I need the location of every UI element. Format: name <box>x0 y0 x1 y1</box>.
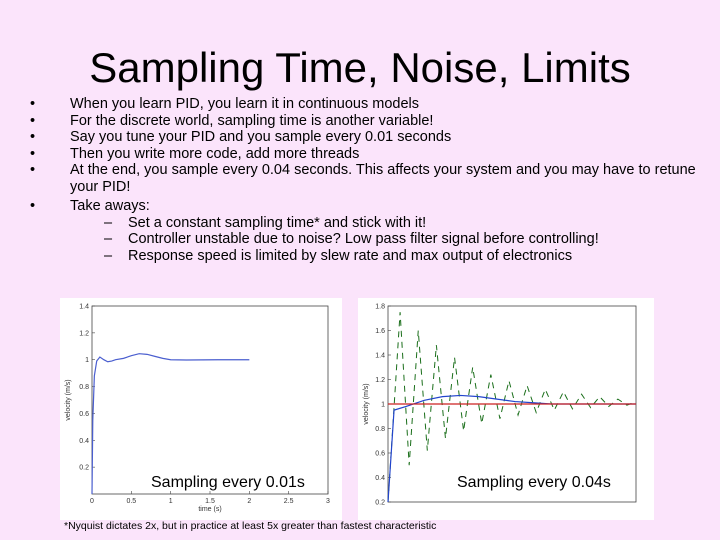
y-tick-label: 0.8 <box>375 426 385 433</box>
y-tick-label: 1 <box>85 357 89 364</box>
bullet-glyph: • <box>30 96 36 112</box>
sub-bullet-list: – Set a constant sampling time* and stick… <box>70 215 710 265</box>
y-tick-label: 1 <box>381 402 385 409</box>
sub-bullet-text: Set a constant sampling time* and stick … <box>128 214 427 231</box>
plot-right-svg: 0.2 0.4 0.6 0.8 1 1.2 1.4 1.6 1.8 velocity (m/s) <box>363 304 637 507</box>
y-axis-label: velocity (m/s) <box>363 383 370 424</box>
bullet-list: • When you learn PID, you learn it in con… <box>30 96 710 264</box>
x-tick-label: 0 <box>90 498 94 505</box>
x-tick-label: 1 <box>169 498 173 505</box>
x-tick-label: 1.5 <box>205 498 215 505</box>
series-line <box>91 353 250 495</box>
sub-bullet-item: – Controller unstable due to noise? Low p… <box>70 231 710 248</box>
y-tick-label: 1.6 <box>375 328 385 335</box>
y-tick-label: 1.2 <box>375 377 385 384</box>
bullet-text: For the discrete world, sampling time is… <box>70 112 434 129</box>
y-tick-label: 1.4 <box>79 304 89 311</box>
x-tick-label: 3 <box>326 498 330 505</box>
x-tick-label: 2 <box>247 498 251 505</box>
bullet-glyph: • <box>30 145 36 162</box>
dash-glyph: – <box>104 247 113 264</box>
sub-bullet-text: Response speed is limited by slew rate a… <box>128 247 573 264</box>
plot-left: 0.2 0.4 0.6 0.8 1 1.2 1.4 0 0.5 1 1.5 2 2.5 3 time (s)… <box>60 298 342 520</box>
bullet-item: • Then you write more code, add more thre… <box>30 146 710 163</box>
slide-title: Sampling Time, Noise, Limits <box>89 44 631 91</box>
bullet-text: Take aways: <box>70 198 150 214</box>
bullet-glyph: • <box>30 162 36 178</box>
caption-right: Sampling every 0.04s <box>457 474 611 491</box>
bullet-item: • When you learn PID, you learn it in con… <box>30 96 710 113</box>
bullet-text: Then you write more code, add more threa… <box>70 145 360 162</box>
sub-bullet-item: – Response speed is limited by slew rate … <box>70 248 710 265</box>
plot-left-svg: 0.2 0.4 0.6 0.8 1 1.2 1.4 0 0.5 1 1.5 2 2.5 3 time (s)… <box>65 304 330 514</box>
bullet-glyph: • <box>30 198 36 214</box>
y-tick-label: 0.8 <box>79 384 89 391</box>
x-axis-label: time (s) <box>198 506 221 513</box>
y-tick-label: 0.4 <box>79 438 89 445</box>
dash-glyph: – <box>104 214 113 231</box>
y-tick-label: 1.8 <box>375 304 385 311</box>
bullet-item: • At the end, you sample every 0.04 secon… <box>30 162 710 195</box>
x-tick-label: 0.5 <box>126 498 136 505</box>
bullet-text: When you learn PID, you learn it in cont… <box>70 96 419 112</box>
bullet-glyph: • <box>30 129 36 145</box>
bullet-text: At the end, you sample every 0.04 second… <box>70 162 696 195</box>
plot-frame <box>91 305 329 495</box>
y-tick-label: 0.6 <box>375 451 385 458</box>
y-tick-label: 1.2 <box>79 330 89 337</box>
caption-left: Sampling every 0.01s <box>151 474 305 491</box>
x-tick-label: 2.5 <box>284 498 294 505</box>
bullet-item: • For the discrete world, sampling time i… <box>30 113 710 130</box>
y-tick-label: 0.2 <box>79 465 89 472</box>
y-tick-label: 0.6 <box>79 411 89 418</box>
bullet-text: Say you tune your PID and you sample eve… <box>70 129 452 145</box>
series-line <box>387 312 637 503</box>
sub-bullet-item: – Set a constant sampling time* and stick… <box>70 215 710 232</box>
bullet-item: • Take aways: – Set a constant sampling ti… <box>30 198 710 264</box>
dash-glyph: – <box>104 231 113 247</box>
plot-right: 0.2 0.4 0.6 0.8 1 1.2 1.4 1.6 1.8 velocity (m/s) <box>358 298 654 520</box>
sub-bullet-text: Controller unstable due to noise? Low pa… <box>128 231 599 247</box>
bullet-glyph: • <box>30 112 36 129</box>
y-tick-label: 0.4 <box>375 475 385 482</box>
bullet-item: • Say you tune your PID and you sample ev… <box>30 129 710 146</box>
y-tick-label: 0.2 <box>375 500 385 507</box>
footnote: *Nyquist dictates 2x, but in practice at… <box>64 520 437 532</box>
y-axis-label: velocity (m/s) <box>65 379 72 420</box>
y-tick-label: 1.4 <box>375 353 385 360</box>
